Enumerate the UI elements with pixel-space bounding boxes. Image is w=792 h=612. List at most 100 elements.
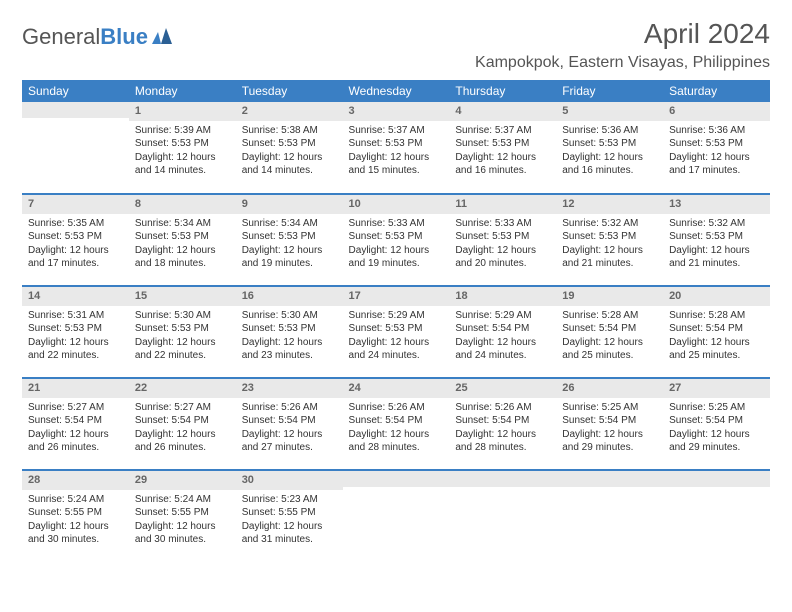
sunrise-text: Sunrise: 5:32 AM xyxy=(669,217,764,231)
day-number xyxy=(663,471,770,487)
sunset-text: Sunset: 5:54 PM xyxy=(455,414,550,428)
daylight-text: Daylight: 12 hours and 22 minutes. xyxy=(28,336,123,363)
day-details: Sunrise: 5:27 AMSunset: 5:54 PMDaylight:… xyxy=(22,398,129,459)
sunset-text: Sunset: 5:54 PM xyxy=(455,322,550,336)
sunset-text: Sunset: 5:53 PM xyxy=(455,137,550,151)
header: GeneralBlue April 2024 xyxy=(22,18,770,50)
daylight-text: Daylight: 12 hours and 18 minutes. xyxy=(135,244,230,271)
day-details: Sunrise: 5:29 AMSunset: 5:53 PMDaylight:… xyxy=(343,306,450,367)
daylight-text: Daylight: 12 hours and 30 minutes. xyxy=(135,520,230,547)
sunrise-text: Sunrise: 5:32 AM xyxy=(562,217,657,231)
calendar-day-cell: 22Sunrise: 5:27 AMSunset: 5:54 PMDayligh… xyxy=(129,378,236,470)
day-number: 6 xyxy=(663,102,770,121)
day-number xyxy=(343,471,450,487)
sunrise-text: Sunrise: 5:25 AM xyxy=(669,401,764,415)
calendar-day-cell: 1Sunrise: 5:39 AMSunset: 5:53 PMDaylight… xyxy=(129,102,236,194)
calendar-day-cell xyxy=(556,470,663,562)
calendar-day-cell: 21Sunrise: 5:27 AMSunset: 5:54 PMDayligh… xyxy=(22,378,129,470)
sunrise-text: Sunrise: 5:37 AM xyxy=(455,124,550,138)
calendar-week-row: 28Sunrise: 5:24 AMSunset: 5:55 PMDayligh… xyxy=(22,470,770,562)
calendar-day-cell xyxy=(22,102,129,194)
calendar-day-cell: 2Sunrise: 5:38 AMSunset: 5:53 PMDaylight… xyxy=(236,102,343,194)
flag-icon xyxy=(152,24,174,50)
sunrise-text: Sunrise: 5:35 AM xyxy=(28,217,123,231)
calendar-day-cell: 23Sunrise: 5:26 AMSunset: 5:54 PMDayligh… xyxy=(236,378,343,470)
day-number: 19 xyxy=(556,287,663,306)
day-details: Sunrise: 5:26 AMSunset: 5:54 PMDaylight:… xyxy=(343,398,450,459)
sunset-text: Sunset: 5:53 PM xyxy=(242,137,337,151)
day-details: Sunrise: 5:24 AMSunset: 5:55 PMDaylight:… xyxy=(22,490,129,551)
calendar-day-cell: 19Sunrise: 5:28 AMSunset: 5:54 PMDayligh… xyxy=(556,286,663,378)
calendar-day-cell: 9Sunrise: 5:34 AMSunset: 5:53 PMDaylight… xyxy=(236,194,343,286)
day-details: Sunrise: 5:25 AMSunset: 5:54 PMDaylight:… xyxy=(556,398,663,459)
weekday-header: Monday xyxy=(129,80,236,102)
daylight-text: Daylight: 12 hours and 29 minutes. xyxy=(562,428,657,455)
sunset-text: Sunset: 5:55 PM xyxy=(28,506,123,520)
sunset-text: Sunset: 5:53 PM xyxy=(135,230,230,244)
day-details: Sunrise: 5:35 AMSunset: 5:53 PMDaylight:… xyxy=(22,214,129,275)
sunset-text: Sunset: 5:55 PM xyxy=(242,506,337,520)
day-details: Sunrise: 5:29 AMSunset: 5:54 PMDaylight:… xyxy=(449,306,556,367)
day-number xyxy=(22,102,129,118)
sunrise-text: Sunrise: 5:36 AM xyxy=(669,124,764,138)
day-number: 5 xyxy=(556,102,663,121)
sunrise-text: Sunrise: 5:26 AM xyxy=(349,401,444,415)
day-details: Sunrise: 5:32 AMSunset: 5:53 PMDaylight:… xyxy=(556,214,663,275)
daylight-text: Daylight: 12 hours and 26 minutes. xyxy=(28,428,123,455)
calendar-body: 1Sunrise: 5:39 AMSunset: 5:53 PMDaylight… xyxy=(22,102,770,562)
sunrise-text: Sunrise: 5:30 AM xyxy=(242,309,337,323)
calendar-day-cell xyxy=(343,470,450,562)
daylight-text: Daylight: 12 hours and 26 minutes. xyxy=(135,428,230,455)
daylight-text: Daylight: 12 hours and 22 minutes. xyxy=(135,336,230,363)
sunrise-text: Sunrise: 5:29 AM xyxy=(455,309,550,323)
daylight-text: Daylight: 12 hours and 25 minutes. xyxy=(562,336,657,363)
sunrise-text: Sunrise: 5:36 AM xyxy=(562,124,657,138)
sunrise-text: Sunrise: 5:26 AM xyxy=(242,401,337,415)
day-details: Sunrise: 5:28 AMSunset: 5:54 PMDaylight:… xyxy=(663,306,770,367)
sunset-text: Sunset: 5:53 PM xyxy=(562,137,657,151)
brand-part1: General xyxy=(22,24,100,50)
sunset-text: Sunset: 5:54 PM xyxy=(28,414,123,428)
daylight-text: Daylight: 12 hours and 25 minutes. xyxy=(669,336,764,363)
calendar-day-cell: 26Sunrise: 5:25 AMSunset: 5:54 PMDayligh… xyxy=(556,378,663,470)
day-number: 9 xyxy=(236,195,343,214)
weekday-header: Friday xyxy=(556,80,663,102)
sunrise-text: Sunrise: 5:30 AM xyxy=(135,309,230,323)
day-details: Sunrise: 5:33 AMSunset: 5:53 PMDaylight:… xyxy=(449,214,556,275)
day-details: Sunrise: 5:23 AMSunset: 5:55 PMDaylight:… xyxy=(236,490,343,551)
sunset-text: Sunset: 5:54 PM xyxy=(135,414,230,428)
sunset-text: Sunset: 5:53 PM xyxy=(669,137,764,151)
day-number: 11 xyxy=(449,195,556,214)
weekday-header: Tuesday xyxy=(236,80,343,102)
day-number: 18 xyxy=(449,287,556,306)
sunrise-text: Sunrise: 5:33 AM xyxy=(455,217,550,231)
sunrise-text: Sunrise: 5:37 AM xyxy=(349,124,444,138)
calendar-day-cell: 27Sunrise: 5:25 AMSunset: 5:54 PMDayligh… xyxy=(663,378,770,470)
sunrise-text: Sunrise: 5:28 AM xyxy=(669,309,764,323)
sunset-text: Sunset: 5:53 PM xyxy=(242,230,337,244)
sunset-text: Sunset: 5:54 PM xyxy=(562,414,657,428)
sunset-text: Sunset: 5:53 PM xyxy=(349,137,444,151)
day-number: 23 xyxy=(236,379,343,398)
sunset-text: Sunset: 5:53 PM xyxy=(349,230,444,244)
daylight-text: Daylight: 12 hours and 27 minutes. xyxy=(242,428,337,455)
calendar-day-cell: 30Sunrise: 5:23 AMSunset: 5:55 PMDayligh… xyxy=(236,470,343,562)
day-number: 4 xyxy=(449,102,556,121)
day-number: 24 xyxy=(343,379,450,398)
calendar-day-cell: 14Sunrise: 5:31 AMSunset: 5:53 PMDayligh… xyxy=(22,286,129,378)
day-number: 15 xyxy=(129,287,236,306)
daylight-text: Daylight: 12 hours and 17 minutes. xyxy=(28,244,123,271)
calendar-day-cell: 25Sunrise: 5:26 AMSunset: 5:54 PMDayligh… xyxy=(449,378,556,470)
calendar-day-cell: 17Sunrise: 5:29 AMSunset: 5:53 PMDayligh… xyxy=(343,286,450,378)
day-details: Sunrise: 5:27 AMSunset: 5:54 PMDaylight:… xyxy=(129,398,236,459)
day-details: Sunrise: 5:38 AMSunset: 5:53 PMDaylight:… xyxy=(236,121,343,182)
day-details: Sunrise: 5:37 AMSunset: 5:53 PMDaylight:… xyxy=(343,121,450,182)
sunset-text: Sunset: 5:55 PM xyxy=(135,506,230,520)
day-number xyxy=(556,471,663,487)
weekday-header: Wednesday xyxy=(343,80,450,102)
day-number: 27 xyxy=(663,379,770,398)
sunrise-text: Sunrise: 5:27 AM xyxy=(28,401,123,415)
day-number: 26 xyxy=(556,379,663,398)
daylight-text: Daylight: 12 hours and 14 minutes. xyxy=(242,151,337,178)
sunrise-text: Sunrise: 5:34 AM xyxy=(135,217,230,231)
